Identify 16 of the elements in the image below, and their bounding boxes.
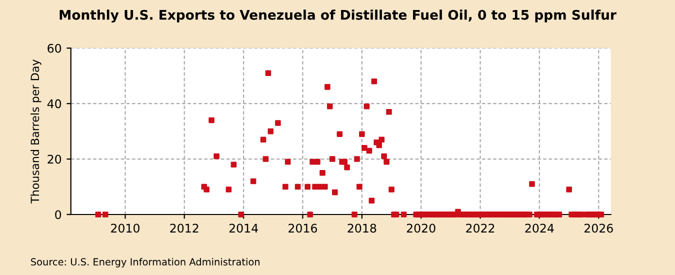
x-tick-label: 2020	[406, 224, 436, 233]
x-tick-label: 2010	[111, 224, 140, 233]
source-note: Source: U.S. Energy Information Administration	[31, 258, 260, 268]
y-axis-title: Thousand Barrels per Day	[30, 60, 42, 204]
x-tick-label: 2024	[525, 224, 554, 233]
x-tick-label: 2018	[348, 224, 376, 233]
y-tick-label: 40	[47, 99, 62, 108]
x-tick-label: 2012	[170, 224, 198, 233]
x-tick-label: 2016	[288, 224, 317, 233]
y-tick-label: 60	[48, 44, 62, 53]
x-tick-label: 2014	[229, 224, 258, 233]
x-tick-label: 2026	[584, 224, 613, 233]
x-tick-label: 2022	[466, 224, 494, 233]
y-tick-label: 0	[55, 210, 62, 220]
y-tick-label: 20	[48, 154, 62, 164]
chart-title: Monthly U.S. Exports to Venezuela of Distillate Fuel Oil, 0 to 15 ppm Sulfur	[60, 10, 616, 22]
